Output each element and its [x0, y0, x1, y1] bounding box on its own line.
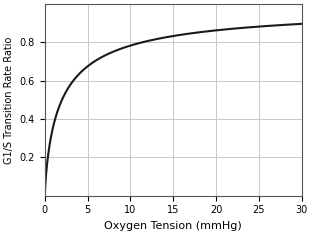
Y-axis label: G1/S Transition Rate Ratio: G1/S Transition Rate Ratio [4, 36, 14, 164]
X-axis label: Oxygen Tension (mmHg): Oxygen Tension (mmHg) [105, 221, 242, 231]
